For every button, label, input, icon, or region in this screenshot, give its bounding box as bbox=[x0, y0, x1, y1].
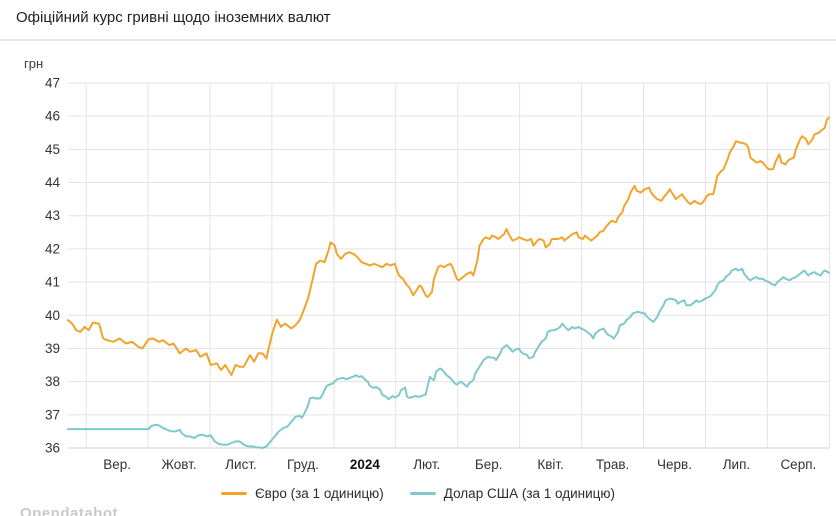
y-tick-label: 40 bbox=[45, 308, 60, 323]
chart-title: Офіційний курс гривні щодо іноземних вал… bbox=[16, 9, 331, 26]
y-tick-label: 36 bbox=[45, 441, 60, 456]
legend-item-euro[interactable]: Євро (за 1 одиницю) bbox=[220, 485, 384, 501]
x-tick-label: Вер. bbox=[103, 457, 131, 472]
x-tick-label: Лист. bbox=[225, 457, 257, 472]
euro-series-line bbox=[67, 116, 830, 376]
x-tick-label: Трав. bbox=[596, 457, 629, 472]
legend-label-usd: Долар США (за 1 одиницю) bbox=[443, 485, 616, 501]
y-tick-label: 39 bbox=[45, 341, 60, 356]
x-tick-label: 2024 bbox=[350, 457, 381, 472]
title-divider bbox=[0, 39, 836, 41]
y-axis-unit-label: грн bbox=[24, 56, 44, 71]
y-tick-label: 45 bbox=[45, 142, 60, 157]
usd-line-swatch bbox=[409, 491, 436, 495]
x-tick-label: Черв. bbox=[657, 457, 692, 472]
watermark: Opendatabot bbox=[20, 505, 118, 516]
y-tick-label: 47 bbox=[45, 76, 60, 91]
x-tick-label: Лют. bbox=[413, 457, 440, 472]
x-tick-label: Груд. bbox=[287, 457, 319, 472]
legend-label-euro: Євро (за 1 одиницю) bbox=[254, 485, 384, 501]
y-tick-label: 44 bbox=[45, 175, 61, 190]
x-tick-label: Бер. bbox=[475, 457, 503, 472]
y-tick-label: 38 bbox=[45, 374, 60, 389]
y-tick-label: 37 bbox=[45, 407, 60, 422]
x-tick-label: Жовт. bbox=[161, 457, 196, 472]
y-tick-label: 41 bbox=[45, 275, 60, 290]
x-tick-label: Лип. bbox=[723, 457, 750, 472]
y-tick-label: 46 bbox=[45, 109, 60, 124]
x-tick-label: Серп. bbox=[780, 457, 816, 472]
y-tick-label: 43 bbox=[45, 208, 60, 223]
euro-line-swatch bbox=[220, 491, 247, 495]
y-tick-label: 42 bbox=[45, 241, 60, 256]
usd-series-line bbox=[67, 267, 830, 449]
chart-legend: Євро (за 1 одиницю) Долар США (за 1 один… bbox=[0, 483, 836, 503]
x-tick-label: Квіт. bbox=[537, 457, 563, 472]
legend-item-usd[interactable]: Долар США (за 1 одиницю) bbox=[409, 485, 616, 501]
